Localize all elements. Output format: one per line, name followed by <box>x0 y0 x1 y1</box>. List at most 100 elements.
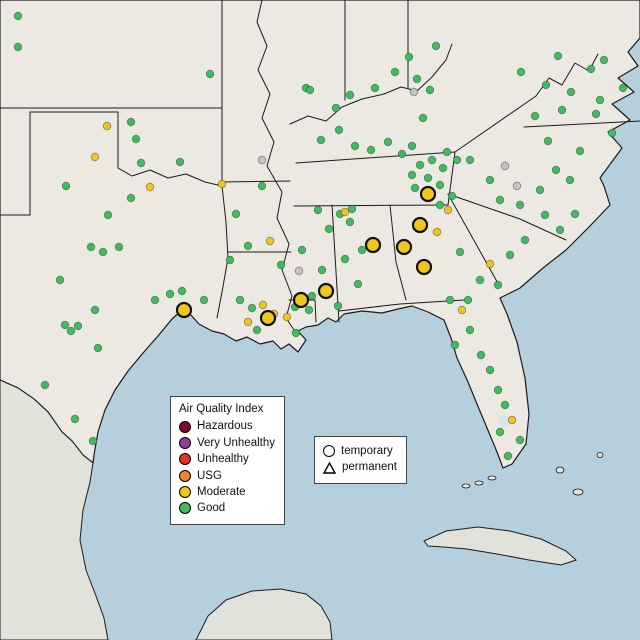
monitor-dot-good[interactable] <box>165 289 175 299</box>
temporary-monitor-moderate[interactable] <box>395 238 413 256</box>
monitor-dot-good[interactable] <box>447 191 457 201</box>
monitor-dot-good[interactable] <box>103 210 113 220</box>
monitor-dot-good[interactable] <box>530 111 540 121</box>
monitor-dot-good[interactable] <box>435 200 445 210</box>
monitor-dot-good[interactable] <box>307 291 317 301</box>
monitor-dot-good[interactable] <box>438 163 448 173</box>
monitor-dot-good[interactable] <box>476 350 486 360</box>
monitor-dot-good[interactable] <box>324 224 334 234</box>
monitor-dot-good[interactable] <box>591 109 601 119</box>
temporary-monitor-moderate[interactable] <box>364 236 382 254</box>
monitor-dot-moderate[interactable] <box>282 312 292 322</box>
monitor-dot-no-data[interactable] <box>500 161 510 171</box>
monitor-dot-good[interactable] <box>345 217 355 227</box>
monitor-dot-good[interactable] <box>515 200 525 210</box>
monitor-dot-good[interactable] <box>423 173 433 183</box>
temporary-monitor-moderate[interactable] <box>411 216 429 234</box>
monitor-dot-good[interactable] <box>175 157 185 167</box>
monitor-dot-good[interactable] <box>347 204 357 214</box>
monitor-dot-good[interactable] <box>304 305 314 315</box>
monitor-dot-good[interactable] <box>366 145 376 155</box>
monitor-dot-good[interactable] <box>70 414 80 424</box>
monitor-dot-good[interactable] <box>305 85 315 95</box>
monitor-dot-good[interactable] <box>90 305 100 315</box>
monitor-dot-good[interactable] <box>407 170 417 180</box>
monitor-dot-good[interactable] <box>136 158 146 168</box>
monitor-dot-moderate[interactable] <box>217 179 227 189</box>
monitor-dot-good[interactable] <box>540 210 550 220</box>
monitor-dot-good[interactable] <box>257 181 267 191</box>
monitor-dot-good[interactable] <box>231 209 241 219</box>
monitor-dot-good[interactable] <box>445 295 455 305</box>
monitor-dot-good[interactable] <box>313 205 323 215</box>
monitor-dot-good[interactable] <box>475 275 485 285</box>
monitor-dot-good[interactable] <box>126 117 136 127</box>
monitor-dot-good[interactable] <box>350 141 360 151</box>
monitor-dot-good[interactable] <box>485 365 495 375</box>
monitor-dot-good[interactable] <box>427 155 437 165</box>
monitor-dot-good[interactable] <box>390 67 400 77</box>
monitor-dot-good[interactable] <box>60 320 70 330</box>
monitor-dot-good[interactable] <box>55 275 65 285</box>
monitor-dot-good[interactable] <box>177 286 187 296</box>
temporary-monitor-moderate[interactable] <box>317 282 335 300</box>
monitor-dot-good[interactable] <box>407 141 417 151</box>
monitor-dot-good[interactable] <box>40 380 50 390</box>
temporary-monitor-moderate[interactable] <box>175 301 193 319</box>
monitor-dot-moderate[interactable] <box>457 305 467 315</box>
monitor-dot-good[interactable] <box>316 135 326 145</box>
monitor-dot-moderate[interactable] <box>90 152 100 162</box>
monitor-dot-moderate[interactable] <box>507 415 517 425</box>
monitor-dot-good[interactable] <box>73 321 83 331</box>
monitor-dot-no-data[interactable] <box>257 155 267 165</box>
monitor-dot-good[interactable] <box>412 74 422 84</box>
monitor-dot-good[interactable] <box>93 343 103 353</box>
monitor-dot-good[interactable] <box>86 242 96 252</box>
monitor-dot-good[interactable] <box>435 180 445 190</box>
monitor-dot-good[interactable] <box>607 128 617 138</box>
monitor-dot-good[interactable] <box>383 137 393 147</box>
monitor-dot-good[interactable] <box>495 195 505 205</box>
monitor-dot-good[interactable] <box>317 265 327 275</box>
monitor-dot-moderate[interactable] <box>443 205 453 215</box>
monitor-dot-good[interactable] <box>520 235 530 245</box>
monitor-dot-good[interactable] <box>553 51 563 61</box>
monitor-dot-good[interactable] <box>570 209 580 219</box>
monitor-dot-good[interactable] <box>463 295 473 305</box>
monitor-dot-good[interactable] <box>98 247 108 257</box>
monitor-dot-good[interactable] <box>150 295 160 305</box>
monitor-dot-good[interactable] <box>247 303 257 313</box>
monitor-dot-good[interactable] <box>515 435 525 445</box>
monitor-dot-good[interactable] <box>340 254 350 264</box>
monitor-dot-moderate[interactable] <box>102 121 112 131</box>
monitor-dot-no-data[interactable] <box>294 266 304 276</box>
monitor-dot-good[interactable] <box>235 295 245 305</box>
monitor-dot-moderate[interactable] <box>432 227 442 237</box>
monitor-dot-good[interactable] <box>225 255 235 265</box>
temporary-monitor-moderate[interactable] <box>419 185 437 203</box>
monitor-dot-good[interactable] <box>495 427 505 437</box>
monitor-dot-good[interactable] <box>345 90 355 100</box>
monitor-dot-good[interactable] <box>565 175 575 185</box>
monitor-dot-good[interactable] <box>452 155 462 165</box>
monitor-dot-good[interactable] <box>586 64 596 74</box>
temporary-monitor-moderate[interactable] <box>259 309 277 327</box>
temporary-monitor-moderate[interactable] <box>415 258 433 276</box>
monitor-dot-good[interactable] <box>575 146 585 156</box>
monitor-dot-good[interactable] <box>410 183 420 193</box>
monitor-dot-moderate[interactable] <box>145 182 155 192</box>
monitor-dot-good[interactable] <box>333 301 343 311</box>
monitor-dot-moderate[interactable] <box>485 259 495 269</box>
monitor-dot-moderate[interactable] <box>258 300 268 310</box>
monitor-dot-moderate[interactable] <box>340 207 350 217</box>
monitor-dot-good[interactable] <box>297 245 307 255</box>
monitor-dot-good[interactable] <box>566 87 576 97</box>
monitor-dot-good[interactable] <box>493 280 503 290</box>
monitor-dot-good[interactable] <box>126 193 136 203</box>
monitor-dot-good[interactable] <box>465 155 475 165</box>
monitor-dot-good[interactable] <box>500 400 510 410</box>
monitor-dot-good[interactable] <box>485 175 495 185</box>
monitor-dot-good[interactable] <box>431 41 441 51</box>
monitor-dot-good[interactable] <box>88 436 98 446</box>
monitor-dot-good[interactable] <box>450 340 460 350</box>
